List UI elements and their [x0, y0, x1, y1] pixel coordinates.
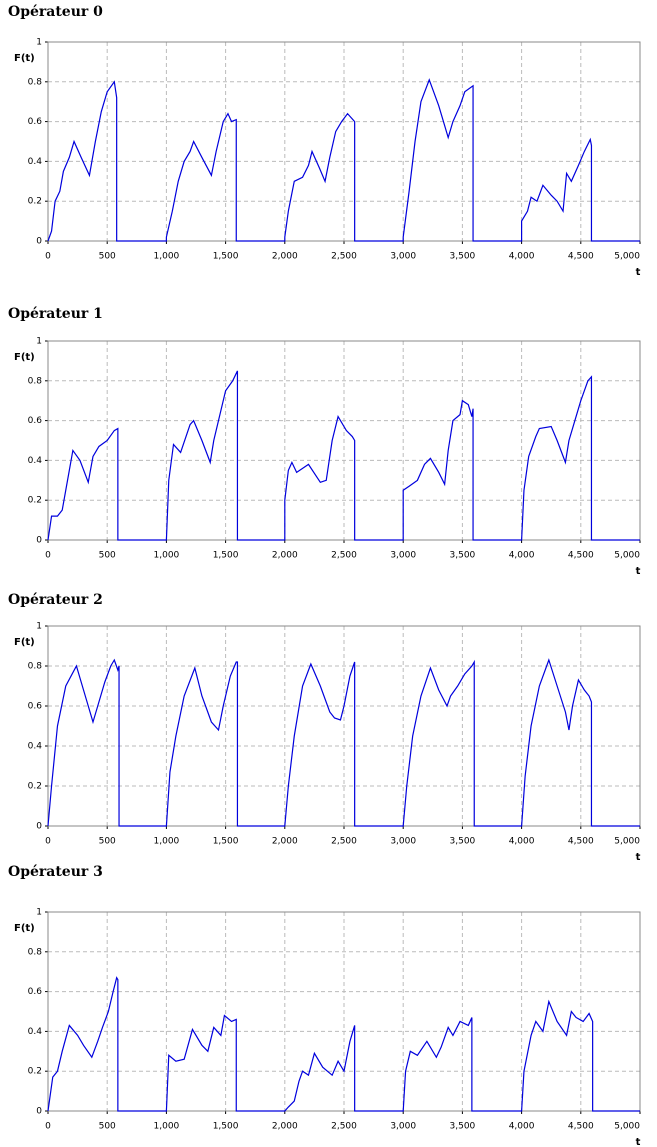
y-tick-label: 0.2: [28, 1067, 42, 1077]
y-tick-label: 0: [36, 536, 42, 546]
x-tick-label: 3,500: [450, 252, 476, 262]
chart-title: Opérateur 3: [8, 864, 103, 880]
x-tick-label: 3,000: [390, 252, 416, 262]
x-tick-label: 500: [99, 252, 116, 262]
y-tick-label: 0.2: [28, 496, 42, 506]
x-tick-label: 2,500: [331, 252, 357, 262]
x-tick-label: 2,000: [272, 252, 298, 262]
y-tick-label: 1: [36, 337, 42, 347]
y-tick-label: 1: [36, 908, 42, 918]
x-tick-label: 2,500: [331, 551, 357, 561]
x-tick-label: 500: [99, 1122, 116, 1132]
y-tick-label: 0.6: [28, 416, 43, 426]
x-tick-label: 0: [45, 551, 51, 561]
x-tick-label: 1,500: [213, 551, 239, 561]
y-tick-label: 0.4: [28, 456, 43, 466]
x-tick-label: 2,500: [331, 1122, 357, 1132]
x-tick-label: 4,500: [568, 837, 594, 847]
x-tick-label: 4,500: [568, 551, 594, 561]
x-tick-label: 500: [99, 551, 116, 561]
y-tick-label: 0.4: [28, 157, 43, 167]
y-tick-label: 1: [36, 38, 42, 48]
data-line: [47, 78, 640, 242]
x-tick-label: 4,000: [509, 837, 535, 847]
x-tick-label: 2,000: [272, 1122, 298, 1132]
chart-title: Opérateur 0: [8, 4, 103, 20]
x-tick-label: 500: [99, 837, 116, 847]
y-tick-label: 0.2: [28, 782, 42, 792]
x-tick-label: 1,000: [154, 551, 180, 561]
y-tick-label: 0.4: [28, 742, 43, 752]
x-tick-label: 5,000: [614, 837, 640, 847]
x-tick-label: 0: [45, 1122, 51, 1132]
data-line: [47, 976, 640, 1112]
plot-frame-border: [47, 340, 641, 541]
x-tick-label: 3,000: [390, 1122, 416, 1132]
x-tick-label: 5,000: [614, 1122, 640, 1132]
x-tick-label: 1,500: [213, 252, 239, 262]
x-axis-label: t: [636, 1137, 641, 1147]
x-tick-label: 4,500: [568, 1122, 594, 1132]
x-tick-label: 2,500: [331, 837, 357, 847]
y-tick-label: 0.8: [28, 376, 43, 386]
y-axis-label: F(t): [14, 352, 35, 363]
x-tick-label: 3,500: [450, 1122, 476, 1132]
y-tick-label: 0.8: [28, 662, 43, 672]
plot-frame-border: [47, 625, 641, 827]
x-tick-label: 5,000: [614, 551, 640, 561]
y-axis-label: F(t): [14, 53, 35, 64]
y-tick-label: 0.8: [28, 77, 43, 87]
x-tick-label: 4,500: [568, 252, 594, 262]
x-axis-label: t: [636, 267, 641, 278]
y-tick-label: 0.6: [28, 987, 43, 997]
x-tick-label: 1,000: [154, 1122, 180, 1132]
x-tick-label: 5,000: [614, 252, 640, 262]
x-tick-label: 3,000: [390, 551, 416, 561]
y-tick-label: 0.6: [28, 702, 43, 712]
chart-title: Opérateur 2: [8, 592, 103, 608]
y-tick-label: 0: [36, 822, 42, 832]
x-axis-label: t: [636, 852, 641, 863]
y-tick-label: 0.4: [28, 1027, 43, 1037]
y-tick-label: 0.8: [28, 947, 43, 957]
x-tick-label: 1,000: [154, 837, 180, 847]
x-tick-label: 1,500: [213, 1122, 239, 1132]
x-tick-label: 1,500: [213, 837, 239, 847]
y-tick-label: 1: [36, 622, 42, 632]
plot-frame-border: [47, 41, 641, 242]
y-axis-label: F(t): [14, 923, 35, 934]
x-tick-label: 0: [45, 837, 51, 847]
y-tick-label: 0: [36, 237, 42, 247]
x-tick-label: 4,000: [509, 1122, 535, 1132]
x-tick-label: 4,000: [509, 551, 535, 561]
chart-title: Opérateur 1: [8, 306, 103, 322]
x-axis-label: t: [636, 566, 641, 577]
x-tick-label: 0: [45, 252, 51, 262]
data-line: [47, 658, 640, 827]
x-tick-label: 3,500: [450, 551, 476, 561]
data-line: [47, 370, 640, 541]
plot-frame-border: [47, 911, 641, 1112]
x-tick-label: 2,000: [272, 837, 298, 847]
x-tick-label: 3,000: [390, 837, 416, 847]
x-tick-label: 4,000: [509, 252, 535, 262]
y-tick-label: 0: [36, 1107, 42, 1117]
x-tick-label: 3,500: [450, 837, 476, 847]
y-tick-label: 0.6: [28, 117, 43, 127]
x-tick-label: 2,000: [272, 551, 298, 561]
x-tick-label: 1,000: [154, 252, 180, 262]
y-axis-label: F(t): [14, 637, 35, 648]
y-tick-label: 0.2: [28, 197, 42, 207]
